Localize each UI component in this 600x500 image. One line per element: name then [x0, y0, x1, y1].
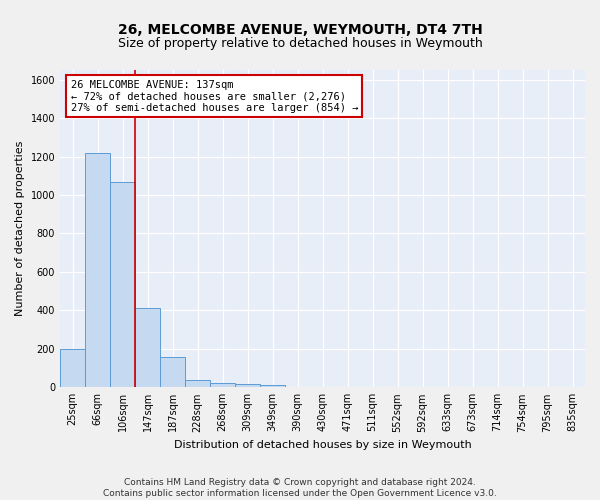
Bar [135, 308, 160, 388]
Bar [185, 380, 210, 388]
Bar [260, 386, 285, 388]
Bar [60, 349, 85, 388]
Bar [110, 182, 135, 388]
Bar [85, 152, 110, 388]
Text: 26 MELCOMBE AVENUE: 137sqm
← 72% of detached houses are smaller (2,276)
27% of s: 26 MELCOMBE AVENUE: 137sqm ← 72% of deta… [71, 80, 358, 112]
Y-axis label: Number of detached properties: Number of detached properties [15, 141, 25, 316]
Bar [210, 384, 235, 388]
Text: 26, MELCOMBE AVENUE, WEYMOUTH, DT4 7TH: 26, MELCOMBE AVENUE, WEYMOUTH, DT4 7TH [118, 22, 482, 36]
Text: Size of property relative to detached houses in Weymouth: Size of property relative to detached ho… [118, 38, 482, 51]
Bar [235, 384, 260, 388]
Text: Contains HM Land Registry data © Crown copyright and database right 2024.
Contai: Contains HM Land Registry data © Crown c… [103, 478, 497, 498]
X-axis label: Distribution of detached houses by size in Weymouth: Distribution of detached houses by size … [173, 440, 472, 450]
Bar [160, 356, 185, 388]
